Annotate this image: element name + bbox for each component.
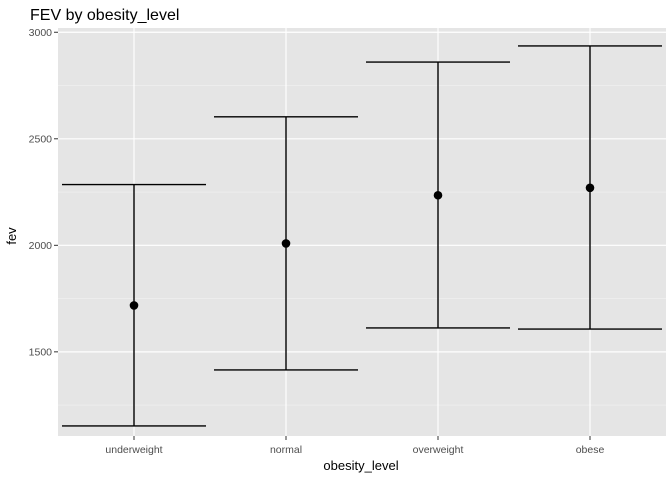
chart-title: FEV by obesity_level bbox=[30, 7, 179, 24]
x-tick-label: underweight bbox=[105, 444, 162, 456]
x-axis-title: obesity_level bbox=[323, 458, 398, 473]
x-tick-label: obese bbox=[576, 444, 605, 456]
y-tick-label: 1500 bbox=[29, 346, 53, 358]
minor-gridlines bbox=[58, 85, 666, 406]
mean-point-normal bbox=[281, 239, 291, 248]
x-tick-label: overweight bbox=[413, 444, 464, 456]
x-axis: underweight normal overweight obese bbox=[105, 436, 604, 456]
y-tick-label: 3000 bbox=[29, 27, 53, 39]
mean-point-obese bbox=[585, 183, 595, 193]
mean-point-overweight bbox=[433, 190, 443, 200]
x-tick-label: normal bbox=[270, 444, 302, 456]
y-axis: 1500 2000 2500 3000 bbox=[29, 27, 58, 358]
y-tick-label: 2000 bbox=[29, 240, 53, 252]
mean-point-underweight bbox=[129, 301, 139, 310]
mean-points bbox=[129, 183, 595, 310]
y-tick-label: 2500 bbox=[29, 133, 53, 145]
y-axis-title: fev bbox=[4, 227, 19, 245]
plot-panel bbox=[58, 28, 666, 436]
